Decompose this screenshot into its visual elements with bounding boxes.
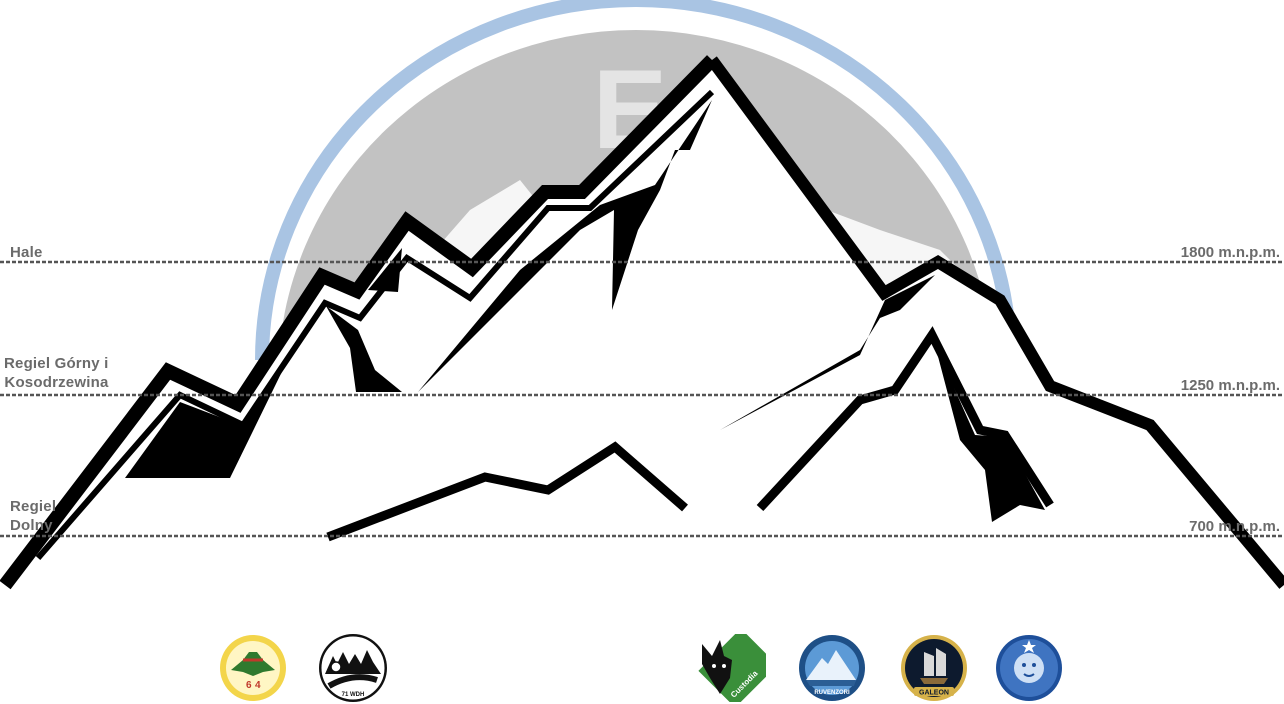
zone-name-line1: Regiel xyxy=(10,498,57,515)
emblem-ring xyxy=(255,0,1017,361)
zone-name-line2: Kosodrzewina xyxy=(4,374,109,391)
svg-text:4: 4 xyxy=(255,680,261,691)
ridge-lower-left xyxy=(326,441,688,542)
zone-label-regiel-gorny: Regiel Górny i Kosodrzewina xyxy=(4,354,109,392)
mountain-outline-left xyxy=(0,55,717,590)
shadow-mid-left xyxy=(326,306,402,392)
badge-text: GALEON xyxy=(919,690,949,697)
shadow-right-ridge xyxy=(720,275,935,430)
zone-name-line1: Regiel Górny i xyxy=(4,355,109,372)
altitude-label-700: 700 m.n.p.m. xyxy=(1189,518,1280,535)
svg-text:6: 6 xyxy=(246,680,252,691)
badge-text: 71 WDH xyxy=(342,692,365,698)
badge-text: RUVENZORI xyxy=(814,690,850,696)
wolf-badge-icon: Custodia xyxy=(698,634,766,702)
lion-badge-icon xyxy=(995,634,1063,702)
shadow-left xyxy=(125,345,295,478)
mountain-outline-right xyxy=(707,56,1284,589)
shadow-peak-small xyxy=(368,248,402,292)
altitude-lines xyxy=(0,260,1284,538)
zone-name: Hale xyxy=(10,244,43,261)
zone-label-hale: Hale xyxy=(10,243,43,262)
zone-name-line2: Dolny xyxy=(10,517,53,534)
mountain-badge-icon: RUVENZORI xyxy=(798,634,866,702)
altitude-label-1250: 1250 m.n.p.m. xyxy=(1180,377,1280,394)
zone-label-regiel-dolny: Regiel Dolny xyxy=(10,497,56,535)
altitude-label-1800: 1800 m.n.p.m. xyxy=(1180,244,1280,261)
shadow-right-lower xyxy=(935,345,1045,522)
forest-road-badge-icon: 71 WDH xyxy=(319,634,387,702)
ship-badge-icon: GALEON xyxy=(900,634,968,702)
ridge-right-inner xyxy=(756,326,1054,512)
green-hat-badge-icon: 6 4 xyxy=(219,634,287,702)
mountain-fill xyxy=(5,62,1284,600)
